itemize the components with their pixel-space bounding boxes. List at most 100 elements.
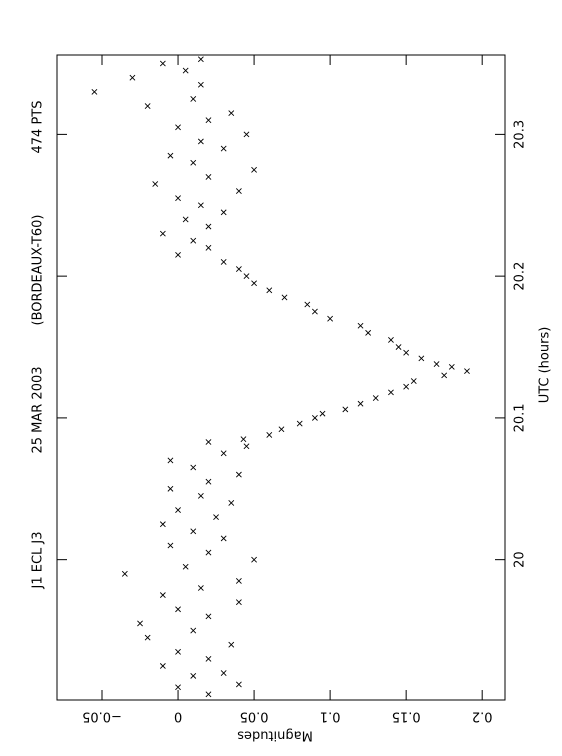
scatter-point	[342, 406, 349, 413]
y-tick-label: 0.1	[320, 709, 341, 724]
scatter-point	[182, 216, 189, 223]
scatter-point	[159, 60, 166, 67]
scatter-point	[243, 273, 250, 280]
scatter-point	[403, 383, 410, 390]
scatter-point	[167, 152, 174, 159]
scatter-point	[205, 691, 212, 698]
scatter-point	[235, 266, 242, 272]
scatter-point	[197, 138, 204, 145]
x-tick-label: 20.1	[513, 403, 528, 432]
scatter-point	[205, 173, 212, 180]
scatter-point	[319, 410, 326, 417]
scatter-point	[159, 521, 166, 528]
scatter-point	[235, 578, 242, 584]
scatter-point	[175, 606, 181, 613]
scatter-point	[388, 389, 394, 396]
scatter-point	[251, 280, 258, 287]
title-part: J1 ECL J3	[31, 531, 46, 589]
scatter-point	[205, 223, 212, 230]
scatter-point	[190, 672, 197, 679]
scatter-point	[197, 81, 204, 88]
scatter-point	[243, 131, 250, 138]
scatter-point	[220, 259, 227, 265]
scatter-point	[418, 355, 425, 362]
scatter-point	[228, 500, 235, 506]
scatter-point	[137, 620, 143, 627]
scatter-point	[220, 670, 227, 676]
scatter-point	[296, 420, 303, 427]
scatter-point	[175, 195, 181, 202]
scatter-point	[91, 88, 98, 95]
scatter-point	[190, 159, 197, 166]
scatter-point	[441, 372, 448, 379]
scatter-point	[175, 124, 181, 131]
scatter-point	[251, 166, 258, 173]
scatter-point	[403, 349, 410, 356]
scatter-point	[220, 450, 227, 457]
y-tick-label: 0.05	[240, 709, 269, 724]
scatter-point	[357, 400, 364, 407]
x-tick-label: 20.2	[513, 262, 528, 291]
scatter-point	[235, 188, 242, 195]
title-part: (BORDEAUX-T60)	[31, 215, 46, 326]
scatter-point	[190, 237, 197, 244]
scatter-point	[464, 368, 470, 375]
scatter-point	[167, 542, 174, 549]
scatter-point	[205, 655, 212, 662]
scatter-point	[197, 492, 204, 499]
scatter-point	[372, 395, 379, 401]
x-tick-label: 20	[513, 551, 528, 568]
scatter-point	[311, 414, 318, 421]
scatter-point	[205, 117, 212, 124]
scatter-point	[220, 209, 227, 216]
scatter-point	[281, 294, 288, 301]
scatter-point	[190, 627, 197, 634]
scatter-point	[228, 641, 235, 648]
scatter-point	[190, 464, 197, 471]
scatter-point	[388, 337, 394, 343]
scatter-point	[235, 471, 242, 478]
scatter-point	[327, 315, 334, 322]
scatter-point	[213, 514, 219, 521]
scatter-point	[278, 426, 285, 433]
scatter-point	[175, 507, 181, 513]
scatter-point	[167, 485, 174, 492]
scatter-point	[243, 443, 250, 450]
title-part: 474 PTS	[31, 101, 46, 154]
scatter-point	[205, 244, 212, 251]
scatter-point	[205, 549, 212, 556]
scatter-point	[251, 556, 258, 563]
scatter-point	[159, 592, 166, 599]
scatter-point	[448, 363, 455, 370]
plot-frame	[56, 54, 506, 701]
scatter-point	[266, 431, 273, 438]
scatter-point	[205, 613, 212, 620]
scatter-point	[357, 322, 364, 329]
scatter-point	[144, 103, 151, 109]
scatter-point	[167, 457, 174, 464]
scatter-point	[433, 361, 440, 367]
scatter-point	[159, 230, 166, 237]
x-tick-label: 20.3	[513, 120, 528, 149]
scatter-point	[197, 585, 204, 591]
y-tick-label: 0.15	[392, 709, 421, 724]
scatter-point	[175, 684, 181, 691]
scatter-point	[121, 570, 128, 577]
scatter-point	[175, 251, 181, 258]
scatter-point	[190, 528, 197, 535]
scatter-point	[220, 145, 227, 152]
scatter-point	[240, 436, 247, 443]
scatter-point	[365, 329, 372, 336]
scatter-point	[175, 648, 181, 655]
scatter-point	[304, 301, 311, 308]
scatter-point	[152, 181, 159, 187]
scatter-point	[228, 110, 235, 117]
scatter-point	[197, 202, 204, 209]
y-axis-label: Magnitudes	[237, 728, 313, 743]
scatter-point	[220, 535, 227, 542]
scatter-point	[410, 378, 417, 384]
y-tick-label: 0	[174, 709, 182, 724]
scatter-point	[311, 308, 318, 315]
